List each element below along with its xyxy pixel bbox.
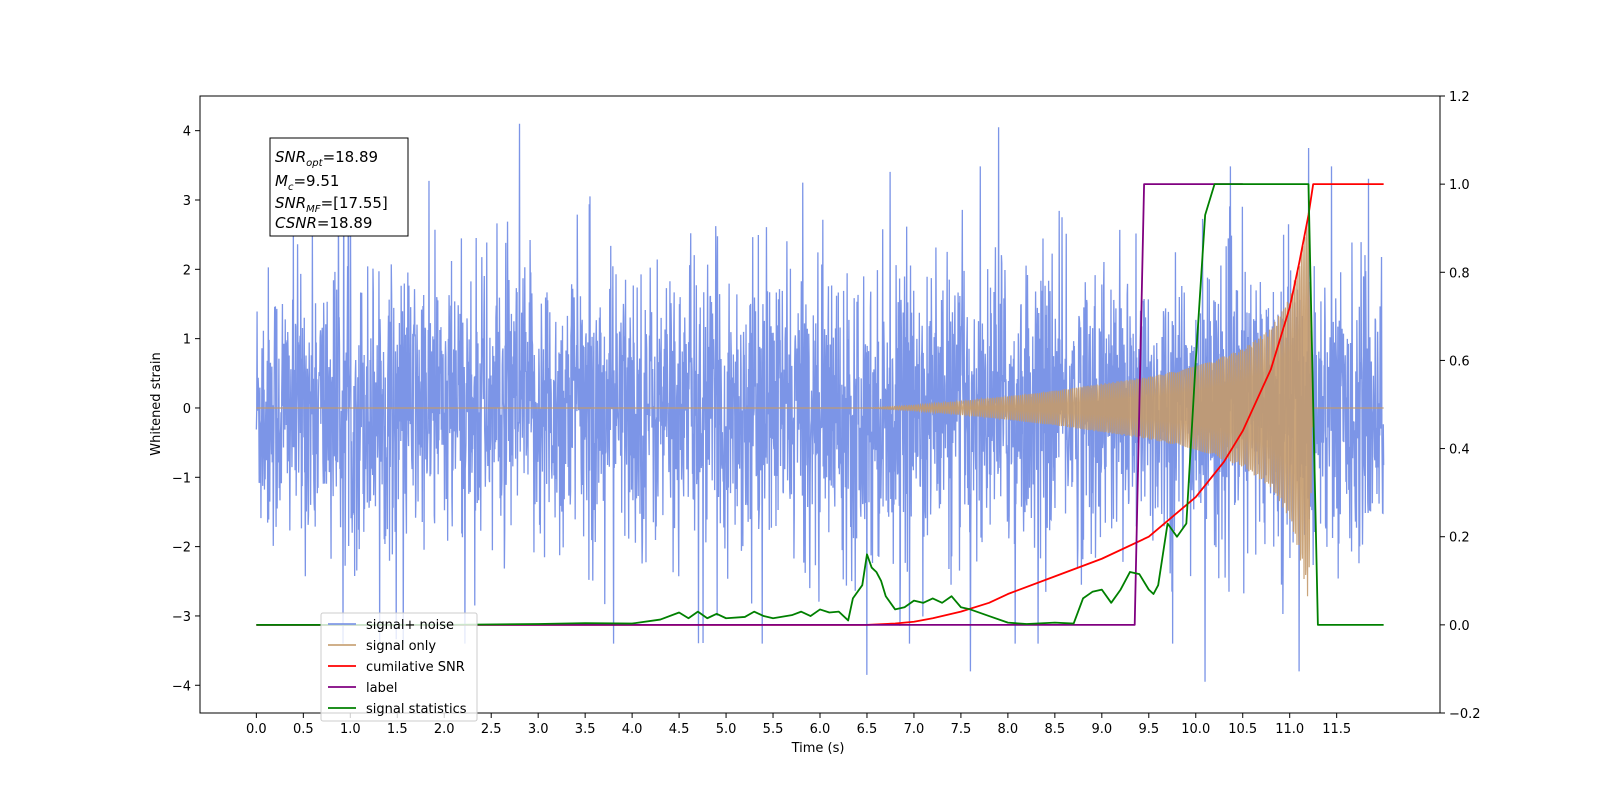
y2-tick-label: −0.2 — [1449, 707, 1481, 722]
y-axis-label: Whitened strain — [149, 352, 164, 455]
x-axis-label: Time (s) — [791, 741, 845, 756]
x-tick-label: 1.5 — [387, 722, 408, 737]
y2-tick-label: 0.4 — [1449, 443, 1470, 458]
x-tick-label: 5.0 — [716, 722, 737, 737]
y2-tick-label: 1.0 — [1449, 178, 1470, 193]
y-tick-label: 2 — [183, 263, 191, 278]
x-tick-label: 10.0 — [1181, 722, 1210, 737]
annotation-box: SNRopt=18.89 Mc=9.51 SNRMF=[17.55] CSNR=… — [269, 137, 409, 237]
legend-label: signal only — [366, 639, 436, 654]
legend-label: signal+ noise — [366, 618, 454, 633]
y-tick-label: −2 — [172, 541, 191, 556]
x-tick-label: 2.0 — [434, 722, 455, 737]
annotation-snr-mf: SNRMF=[17.55] — [275, 194, 388, 215]
x-tick-label: 1.0 — [340, 722, 361, 737]
x-tick-label: 11.5 — [1322, 722, 1351, 737]
y-tick-label: 0 — [183, 402, 191, 417]
legend: signal+ noise signal only cumilative SNR la… — [320, 612, 478, 722]
y-tick-label: −3 — [172, 610, 191, 625]
x-axis: 0.0 0.5 1.0 1.5 2.0 2.5 3.0 3.5 4.0 4.5 5.0 5.5 6.0 6… — [246, 713, 1351, 737]
x-tick-label: 3.5 — [575, 722, 596, 737]
x-tick-label: 3.0 — [528, 722, 549, 737]
y2-tick-label: 1.2 — [1449, 90, 1470, 105]
y2-tick-label: 0.6 — [1449, 354, 1470, 369]
series-cumulative-snr-line — [256, 183, 1384, 626]
x-tick-label: 4.5 — [669, 722, 690, 737]
annotation-frame — [269, 137, 409, 237]
legend-label: signal statistics — [366, 702, 467, 717]
y-tick-label: −4 — [172, 679, 191, 694]
legend-label: cumilative SNR — [366, 660, 465, 675]
annotation-csnr: CSNR=18.89 — [275, 214, 372, 232]
annotation-snr-opt: SNRopt=18.89 — [275, 148, 378, 169]
x-tick-label: 8.5 — [1045, 722, 1066, 737]
y-tick-label: 3 — [183, 194, 191, 209]
y2-tick-label: 0.0 — [1449, 619, 1470, 634]
x-tick-label: 7.5 — [951, 722, 972, 737]
x-tick-label: 10.5 — [1228, 722, 1257, 737]
series-signal-statistics-line — [256, 183, 1384, 626]
legend-label: label — [366, 681, 397, 696]
series-signal-only-line — [256, 224, 1384, 597]
annotation-mc: Mc=9.51 — [275, 172, 339, 193]
x-tick-label: 11.0 — [1275, 722, 1304, 737]
y-tick-label: 4 — [183, 125, 191, 140]
x-tick-label: 9.5 — [1138, 722, 1159, 737]
series-layer — [255, 123, 1385, 682]
y-tick-label: 1 — [183, 333, 191, 348]
y-axis-left: 4 3 2 1 0 −1 −2 −3 −4 — [172, 125, 200, 694]
y-axis-right: 1.2 1.0 0.8 0.6 0.4 0.2 0.0 −0.2 — [1440, 90, 1481, 722]
x-tick-label: 6.0 — [810, 722, 831, 737]
x-tick-label: 7.0 — [904, 722, 925, 737]
x-tick-label: 0.5 — [293, 722, 314, 737]
series-label-line — [256, 183, 1243, 626]
y-tick-label: −1 — [172, 471, 191, 486]
x-tick-label: 6.5 — [857, 722, 878, 737]
x-tick-label: 9.0 — [1091, 722, 1112, 737]
x-tick-label: 2.5 — [481, 722, 502, 737]
x-tick-label: 5.5 — [763, 722, 784, 737]
y2-tick-label: 0.2 — [1449, 531, 1470, 546]
x-tick-label: 4.0 — [622, 722, 643, 737]
x-tick-label: 0.0 — [246, 722, 267, 737]
legend-frame — [320, 612, 478, 722]
x-tick-label: 8.0 — [998, 722, 1019, 737]
y2-tick-label: 0.8 — [1449, 266, 1470, 281]
